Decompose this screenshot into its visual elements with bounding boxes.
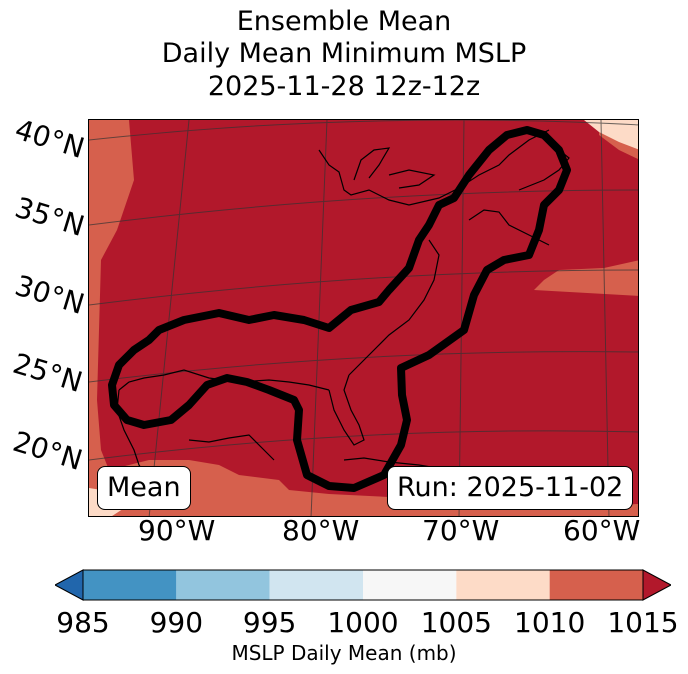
colorbar-tick-label: 995 (242, 606, 297, 639)
lat-label-20: 20°N (9, 424, 87, 477)
mean-label-box: Mean (97, 466, 191, 510)
title-line-3: 2025-11-28 12z-12z (207, 71, 481, 102)
map-panel (88, 119, 639, 517)
title-line-2: Daily Mean Minimum MSLP (161, 38, 527, 69)
colorbar-bin (176, 570, 270, 600)
colorbar-under-triangle (55, 569, 84, 601)
colorbar-bin (549, 570, 643, 600)
lon-label-60w: 60°W (563, 514, 641, 547)
mslp-contour (108, 126, 571, 492)
run-date-box: Run: 2025-11-02 (387, 466, 634, 510)
colorbar-bin (456, 570, 550, 600)
lat-label-40: 40°N (11, 112, 89, 165)
colorbar-tick-label: 985 (56, 606, 110, 639)
colorbar-bin (269, 570, 363, 600)
colorbar-outline (82, 569, 644, 601)
title-line-1: Ensemble Mean (236, 6, 452, 37)
pressure-field-over-1015 (97, 120, 638, 506)
colorbar-tick-label: 1010 (514, 606, 586, 639)
map-canvas (89, 120, 638, 516)
colorbar (55, 569, 671, 601)
colorbar-tick-label: 1000 (327, 606, 399, 639)
colorbar-tick-label: 1005 (420, 606, 492, 639)
lat-label-25: 25°N (9, 346, 87, 399)
lat-label-30: 30°N (11, 268, 89, 321)
pressure-field-1005-1010 (584, 120, 638, 150)
lon-label-80w: 80°W (282, 514, 360, 547)
colorbar-bin (83, 570, 177, 600)
lon-label-70w: 70°W (422, 514, 500, 547)
colorbar-tick-label: 1015 (607, 606, 679, 639)
lon-label-90w: 90°W (138, 514, 216, 547)
colorbar-over-triangle (642, 569, 671, 601)
lat-label-35: 35°N (11, 190, 89, 243)
colorbar-tick-label: 990 (149, 606, 204, 639)
colorbar-label: MSLP Daily Mean (mb) (231, 641, 457, 665)
colorbar-bin (363, 570, 457, 600)
